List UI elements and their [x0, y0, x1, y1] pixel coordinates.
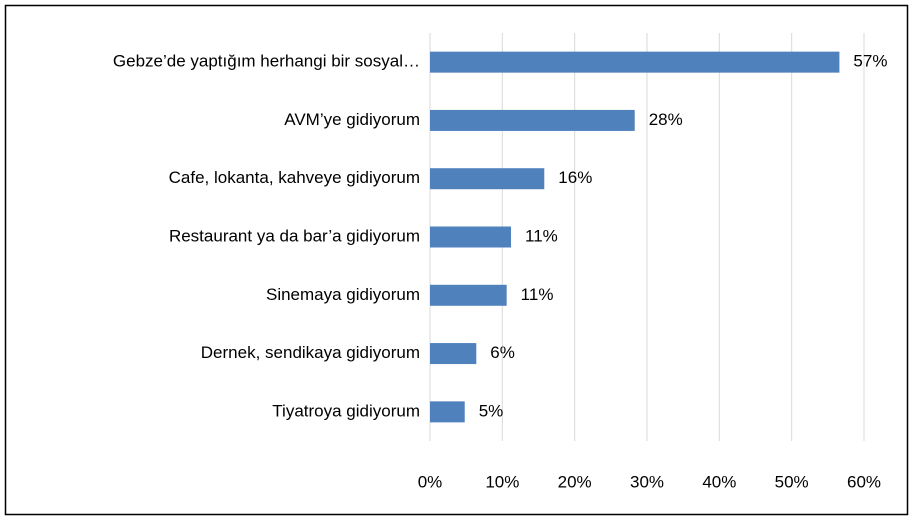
bar — [430, 284, 507, 306]
x-tick-label: 20% — [558, 472, 592, 491]
y-tick-label: Dernek, sendikaya gidiyorum — [201, 343, 420, 362]
bar — [430, 51, 840, 73]
bar — [430, 168, 545, 190]
x-tick-label: 60% — [847, 472, 881, 491]
x-tick-label: 0% — [418, 472, 443, 491]
chart-frame — [4, 4, 909, 516]
y-tick-label: Gebze’de yaptığım herhangi bir sosyal… — [113, 52, 420, 71]
value-label: 16% — [558, 168, 592, 187]
y-tick-label: Sinemaya gidiyorum — [266, 285, 420, 304]
value-label: 28% — [649, 110, 683, 129]
x-tick-label: 50% — [775, 472, 809, 491]
value-label: 57% — [853, 52, 887, 71]
y-tick-label: Restaurant ya da bar’a gidiyorum — [169, 226, 420, 245]
x-tick-label: 40% — [702, 472, 736, 491]
x-tick-label: 10% — [485, 472, 519, 491]
y-tick-label: Cafe, lokanta, kahveye gidiyorum — [169, 168, 420, 187]
bar — [430, 226, 512, 248]
x-tick-label: 30% — [630, 472, 664, 491]
value-label: 5% — [479, 401, 504, 420]
bar — [430, 109, 635, 131]
value-label: 6% — [490, 343, 515, 362]
value-label: 11% — [525, 226, 558, 245]
bar — [430, 343, 477, 365]
bar — [430, 401, 465, 423]
y-tick-label: AVM’ye gidiyorum — [284, 110, 420, 129]
value-label: 11% — [521, 285, 554, 304]
y-tick-label: Tiyatroya gidiyorum — [272, 401, 420, 420]
